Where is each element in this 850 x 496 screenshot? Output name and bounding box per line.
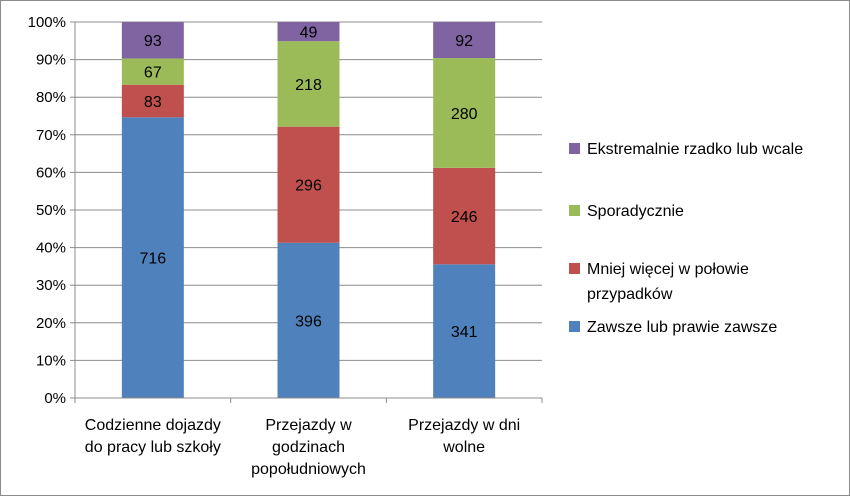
category-label: Przejazdy w dni wolne xyxy=(408,417,520,456)
y-tick-label: 70% xyxy=(36,127,66,144)
data-label: 341 xyxy=(451,324,478,341)
category-label: Przejazdy w godzinach popołudniowych xyxy=(251,417,366,478)
legend-swatch xyxy=(569,143,580,154)
y-tick-label: 60% xyxy=(36,164,66,181)
data-label: 92 xyxy=(455,33,473,50)
legend-label: Sporadycznie xyxy=(587,203,684,220)
data-label: 218 xyxy=(295,77,322,94)
y-tick-label: 100% xyxy=(28,14,66,31)
y-tick-label: 20% xyxy=(36,315,66,332)
y-tick-label: 90% xyxy=(36,52,66,69)
bar-segment xyxy=(121,84,184,118)
bar-segment xyxy=(277,126,340,243)
legend-label: Zawsze lub prawie zawsze xyxy=(587,319,777,336)
data-label: 67 xyxy=(144,65,162,82)
legend-swatch xyxy=(569,205,580,216)
bar-segment xyxy=(433,167,496,265)
y-tick-label: 0% xyxy=(44,390,66,407)
data-label: 49 xyxy=(300,25,318,42)
legend-swatch xyxy=(569,321,580,332)
y-tick-label: 30% xyxy=(36,277,66,294)
bar-segment xyxy=(121,117,184,399)
bar-segment xyxy=(121,22,184,59)
data-label: 83 xyxy=(144,94,162,111)
data-label: 716 xyxy=(139,251,166,268)
bar-segment xyxy=(433,264,496,398)
category-label: Codzienne dojazdy do pracy lub szkoły xyxy=(85,417,221,456)
axes xyxy=(74,22,543,403)
bar-segment xyxy=(277,41,340,127)
category-labels: Codzienne dojazdy do pracy lub szkoły Prze… xyxy=(85,417,520,478)
legend-label: Ekstremalnie rzadko lub wcale xyxy=(587,141,803,158)
y-tick-label: 10% xyxy=(36,352,66,369)
y-tick-label: 40% xyxy=(36,240,66,257)
data-label: 280 xyxy=(451,106,478,123)
y-tick-label: 50% xyxy=(36,202,66,219)
bar-segment xyxy=(121,58,184,85)
data-label: 396 xyxy=(295,313,322,330)
legend: Ekstremalnie rzadko lub wcale Sporadyczni… xyxy=(569,141,803,336)
data-label: 246 xyxy=(451,209,478,226)
bars: 716 83 67 93 396 296 218 49 341 246 280 92 xyxy=(121,22,496,399)
legend-swatch xyxy=(569,263,580,274)
data-label: 93 xyxy=(144,33,162,50)
bar-segment xyxy=(277,22,340,42)
bar-segment xyxy=(433,58,496,168)
bar-segment xyxy=(433,22,496,59)
legend-label: Mniej więcej w połowie przypadków xyxy=(587,261,749,303)
y-axis-ticks: 0% 10% 20% 30% 40% 50% 60% 70% 80% 90% 100% xyxy=(28,14,75,407)
bar-segment xyxy=(277,242,340,398)
y-tick-label: 80% xyxy=(36,89,66,106)
data-label: 296 xyxy=(295,178,322,195)
